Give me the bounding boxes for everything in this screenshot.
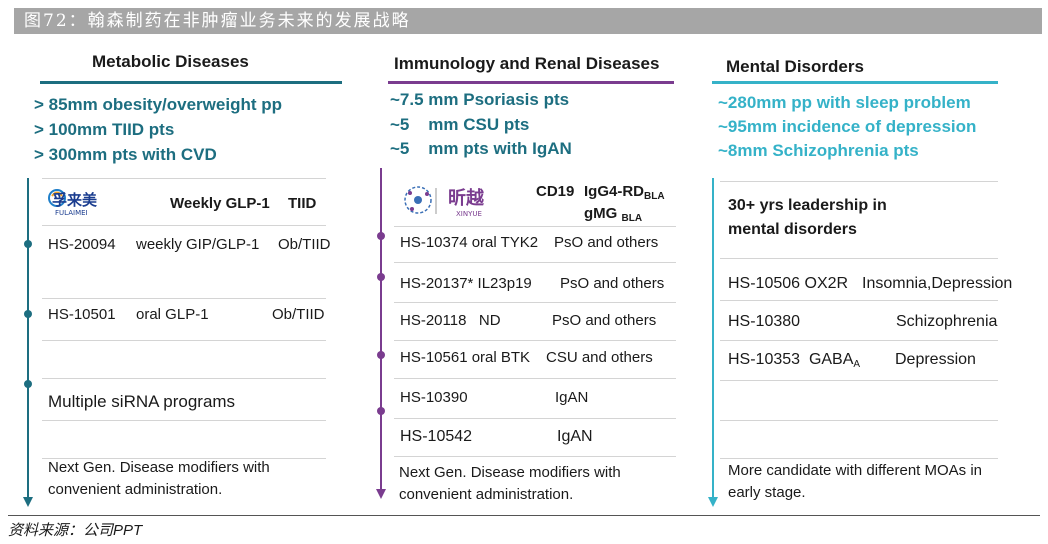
source-note: 资料来源：公司PPT [8,522,143,539]
mental-summary-1: ~280mm pp with sleep problem [718,93,971,112]
immunology-dot [377,407,385,415]
mental-row-1-code: HS-10506 OX2R [728,275,849,292]
metabolic-sirna: Multiple siRNA programs [48,392,236,411]
metabolic-separator [42,178,326,179]
figure-caption-banner: 图72：翰森制药在非肿瘤业务未来的发展战略 [14,8,1042,34]
svg-text:XINYUE: XINYUE [456,210,482,218]
mental-summary-3: ~8mm Schizophrenia pts [718,141,919,160]
mental-separator [720,181,998,182]
immunology-row-2-indication: PsO and others [560,275,665,292]
metabolic-separator [42,378,326,379]
immunology-row-3-code: HS-20118 ND [400,312,501,329]
metabolic-row-1-code: HS-20094 [48,236,116,253]
metabolic-note: Next Gen. Disease modifiers with conveni… [48,459,270,498]
metabolic-separator [42,225,326,226]
metabolic-header-drug: Weekly GLP-1 [170,195,270,212]
mental-separator [720,300,998,301]
mental-row-2-indication: Schizophrenia [896,313,998,330]
metabolic-summary-1: > 85mm obesity/overweight pp [34,95,282,114]
immunology-row-1-code: HS-10374 oral TYK2 [400,234,539,251]
immunology-timeline [380,168,382,490]
mental-title-bar [712,81,998,84]
immunology-header-cd19: CD19 [536,183,575,200]
mental-row-3-indication: Depression [895,351,976,368]
fulaimei-logo: 孚来美 FULAIMEI [48,189,98,217]
mental-row-1-indication: Insomnia,Depression [862,275,1013,292]
xinyue-logo: 昕越 XINYUE [404,186,485,218]
mental-separator [720,458,998,459]
immunology-summary-3: ~5 mm pts with IgAN [390,139,572,158]
immunology-separator [394,418,676,419]
immunology-summary-2: ~5 mm CSU pts [390,115,530,134]
metabolic-dot [24,380,32,388]
metabolic-summary-3: > 300mm pts with CVD [34,145,217,164]
metabolic-header-indication: TIID [288,195,317,212]
metabolic-title-bar [40,81,342,84]
immunology-separator [394,456,676,457]
immunology-separator [394,302,676,303]
footer-rule [8,515,1040,516]
metabolic-title: Metabolic Diseases [92,52,249,71]
mental-summary-2: ~95mm incidence of depression [718,117,977,136]
svg-text:FULAIMEI: FULAIMEI [55,209,88,217]
immunology-note: Next Gen. Disease modifiers with conveni… [399,464,621,503]
mental-separator [720,380,998,381]
metabolic-row-2-code: HS-10501 [48,306,116,323]
metabolic-row-1-indication: Ob/TIID [278,236,331,253]
immunology-header-gmg: gMG BLA [584,205,643,224]
mental-arrow-head [708,497,718,507]
mental-row-3-code: HS-10353 GABAA [728,351,861,370]
immunology-row-3-indication: PsO and others [552,312,657,329]
svg-text:昕越: 昕越 [448,187,485,209]
immunology-dot [377,273,385,281]
mental-header-line2: mental disorders [728,221,857,238]
metabolic-dot [24,240,32,248]
immunology-row-1-indication: PsO and others [554,234,659,251]
immunology-separator [394,262,676,263]
metabolic-arrow-head [23,497,33,507]
mental-header-line1: 30+ yrs leadership in [728,197,887,214]
metabolic-row-1-desc: weekly GIP/GLP-1 [136,236,260,253]
immunology-summary-1: ~7.5 mm Psoriasis pts [390,90,570,109]
svg-text:孚来美: 孚来美 [52,191,98,209]
figure-caption: 图72：翰森制药在非肿瘤业务未来的发展战略 [24,11,411,31]
immunology-row-6-code: HS-10542 [400,428,473,445]
mental-timeline [712,178,714,498]
immunology-row-4-code: HS-10561 oral BTK [400,349,531,366]
immunology-separator [394,340,676,341]
metabolic-row-2-indication: Ob/TIID [272,306,325,323]
metabolic-summary-2: > 100mm TIID pts [34,120,175,139]
mental-separator [720,258,998,259]
immunology-separator [394,226,676,227]
mental-separator [720,340,998,341]
immunology-title: Immunology and Renal Diseases [394,54,660,73]
mental-row-2-code: HS-10380 [728,313,801,330]
immunology-header-igg4: IgG4-RDBLA [584,183,665,202]
mental-separator [720,420,998,421]
metabolic-separator [42,298,326,299]
metabolic-separator [42,420,326,421]
immunology-row-6-indication: IgAN [557,428,593,445]
immunology-row-4-indication: CSU and others [546,349,653,366]
mental-title: Mental Disorders [726,57,864,76]
metabolic-dot [24,310,32,318]
mental-note: More candidate with different MOAs in ea… [728,462,983,501]
metabolic-timeline [27,178,29,498]
metabolic-row-2-desc: oral GLP-1 [136,306,209,323]
immunology-title-bar [388,81,674,84]
metabolic-separator [42,340,326,341]
immunology-separator [394,378,676,379]
immunology-row-5-indication: IgAN [555,389,589,406]
immunology-arrow-head [376,489,386,499]
immunology-row-2-code: HS-20137* IL23p19 [400,275,532,292]
immunology-dot [377,232,385,240]
metabolic-separator [42,458,326,459]
immunology-dot [377,351,385,359]
immunology-row-5-code: HS-10390 [400,389,468,406]
